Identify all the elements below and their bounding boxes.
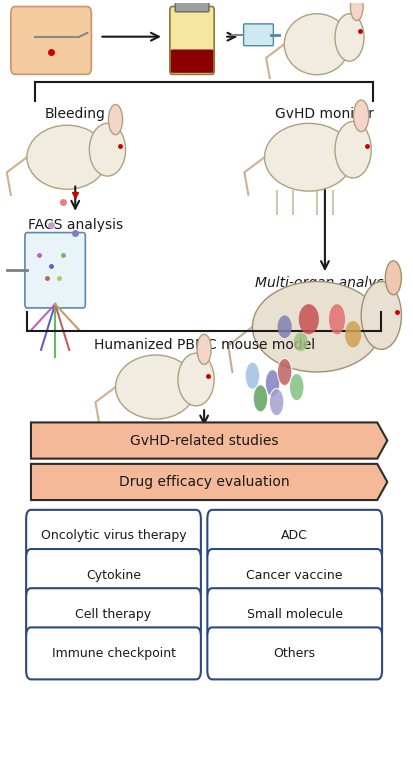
Polygon shape: [31, 464, 387, 500]
Circle shape: [269, 389, 283, 416]
Circle shape: [244, 362, 259, 389]
Ellipse shape: [108, 105, 122, 134]
FancyBboxPatch shape: [26, 549, 200, 601]
Ellipse shape: [89, 123, 125, 176]
Ellipse shape: [328, 304, 344, 334]
Ellipse shape: [277, 316, 291, 338]
Text: Drug efficacy evaluation: Drug efficacy evaluation: [119, 475, 289, 489]
FancyBboxPatch shape: [170, 49, 213, 73]
Ellipse shape: [344, 321, 360, 348]
Polygon shape: [31, 423, 387, 458]
Circle shape: [253, 385, 267, 412]
Circle shape: [289, 373, 303, 401]
Ellipse shape: [27, 125, 107, 189]
Ellipse shape: [197, 334, 211, 364]
Ellipse shape: [349, 0, 362, 20]
Circle shape: [265, 370, 279, 397]
Text: Cell therapy: Cell therapy: [75, 608, 151, 621]
Ellipse shape: [360, 282, 401, 349]
Text: Others: Others: [273, 647, 315, 660]
Text: Multi-organ analysis: Multi-organ analysis: [254, 276, 394, 289]
FancyBboxPatch shape: [25, 232, 85, 308]
FancyBboxPatch shape: [175, 0, 209, 12]
Text: Small molecule: Small molecule: [246, 608, 342, 621]
Ellipse shape: [252, 282, 380, 372]
Text: Oncolytic virus therapy: Oncolytic virus therapy: [40, 529, 186, 543]
Text: ADC: ADC: [280, 529, 307, 543]
Ellipse shape: [178, 353, 214, 406]
FancyBboxPatch shape: [207, 628, 381, 679]
FancyBboxPatch shape: [207, 510, 381, 562]
FancyBboxPatch shape: [11, 7, 91, 74]
FancyBboxPatch shape: [26, 510, 200, 562]
Text: GvHD-related studies: GvHD-related studies: [130, 433, 278, 448]
Ellipse shape: [264, 123, 352, 191]
Text: Application: Application: [165, 431, 242, 445]
Text: GvHD monitor: GvHD monitor: [275, 107, 373, 121]
FancyBboxPatch shape: [26, 588, 200, 640]
FancyBboxPatch shape: [207, 588, 381, 640]
Ellipse shape: [293, 332, 307, 351]
FancyBboxPatch shape: [243, 24, 273, 46]
Ellipse shape: [385, 261, 401, 294]
Text: Cytokine: Cytokine: [86, 568, 141, 581]
FancyBboxPatch shape: [207, 549, 381, 601]
Ellipse shape: [334, 121, 370, 178]
Ellipse shape: [353, 100, 368, 131]
Ellipse shape: [284, 14, 349, 74]
FancyBboxPatch shape: [26, 628, 200, 679]
Text: Immune checkpoint: Immune checkpoint: [51, 647, 175, 660]
Circle shape: [277, 358, 291, 386]
Ellipse shape: [298, 304, 318, 334]
Text: FACS analysis: FACS analysis: [28, 218, 123, 231]
Text: Humanized PBMC mouse model: Humanized PBMC mouse model: [93, 338, 314, 352]
Text: Bleeding: Bleeding: [45, 107, 105, 121]
Ellipse shape: [334, 14, 363, 61]
Text: Cancer vaccine: Cancer vaccine: [246, 568, 342, 581]
Ellipse shape: [115, 355, 196, 419]
FancyBboxPatch shape: [169, 7, 214, 74]
